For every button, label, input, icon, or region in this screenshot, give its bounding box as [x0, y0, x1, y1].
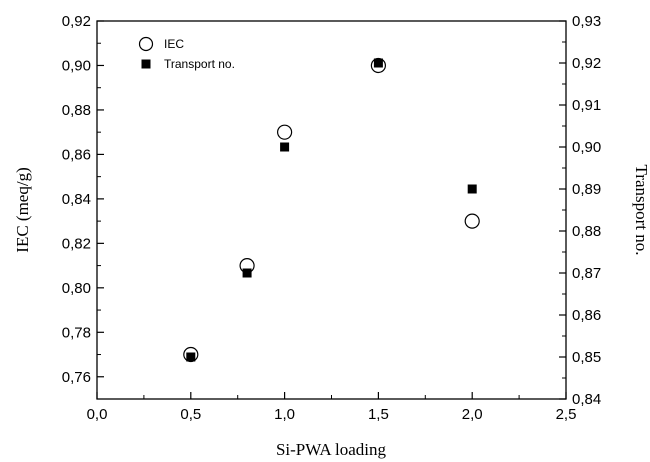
tick-labels: 0,0 0,5 1,0 1,5 2,0 2,5 0,76 0,78 0,80 0,82 0,84 0,… — [62, 13, 601, 423]
y2-tick-label: 0,89 — [572, 181, 601, 198]
transport-point — [373, 58, 383, 68]
y-tick-label: 0,80 — [62, 280, 91, 297]
x-tick-label: 0,5 — [180, 406, 201, 423]
x-tick-label: 0,0 — [87, 406, 108, 423]
iec-point — [370, 57, 386, 74]
y2-tick-label: 0,93 — [572, 13, 601, 30]
x-axis-title: Si-PWA loading — [276, 440, 387, 459]
y2-axis-title: Transport no. — [632, 165, 650, 256]
y2-tick-label: 0,91 — [572, 97, 601, 114]
y2-tick-label: 0,86 — [572, 307, 601, 324]
legend-label: IEC — [164, 37, 184, 51]
y-tick-label: 0,92 — [62, 13, 91, 30]
legend-transport-symbol — [141, 59, 151, 69]
y2-tick-label: 0,92 — [572, 55, 601, 72]
x-tick-label: 1,0 — [274, 406, 295, 423]
iec-point — [277, 124, 293, 140]
iec-point — [464, 213, 480, 229]
y2-tick-label: 0,84 — [572, 391, 601, 408]
y-tick-label: 0,84 — [62, 191, 91, 208]
y2-tick-label: 0,90 — [572, 139, 601, 156]
marks — [183, 57, 480, 363]
y-tick-label: 0,86 — [62, 146, 91, 163]
y2-tick-label: 0,87 — [572, 265, 601, 282]
iec-point — [183, 346, 199, 363]
transport-point — [242, 268, 252, 278]
y-tick-label: 0,82 — [62, 235, 91, 252]
y2-tick-label: 0,88 — [572, 223, 601, 240]
y2-tick-label: 0,85 — [572, 349, 601, 366]
y-tick-label: 0,78 — [62, 324, 91, 341]
legend-iec-symbol — [138, 36, 154, 52]
y-axis-title: IEC (meq/g) — [13, 167, 32, 252]
y-tick-label: 0,88 — [62, 102, 91, 119]
transport-point — [186, 352, 196, 362]
plot-frame — [96, 20, 567, 400]
x-tick-label: 1,5 — [368, 406, 389, 423]
y-tick-label: 0,90 — [62, 57, 91, 74]
transport-point — [467, 184, 477, 194]
ticks — [96, 20, 567, 400]
transport-point — [280, 142, 290, 152]
legend: IEC Transport no. — [138, 36, 235, 71]
y-tick-label: 0,76 — [62, 369, 91, 386]
legend-label: Transport no. — [164, 57, 235, 71]
x-tick-label: 2,5 — [556, 406, 577, 423]
x-tick-label: 2,0 — [462, 406, 483, 423]
